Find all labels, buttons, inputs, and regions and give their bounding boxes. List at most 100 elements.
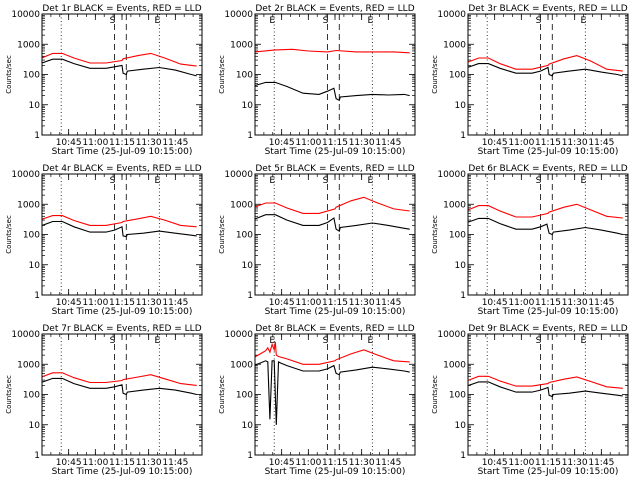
x-axis-label: Start Time (25-Jul-09 10:15:00): [52, 467, 193, 477]
y-axis-label: Counts/sec: [218, 55, 226, 94]
x-tick-label: 10:45: [269, 138, 295, 148]
x-axis-label: Start Time (25-Jul-09 10:15:00): [478, 307, 619, 317]
x-tick-label: 11:45: [375, 458, 401, 468]
series-line-lld: [468, 203, 623, 219]
y-tick-label: 1000: [17, 360, 40, 370]
y-tick-label: 1: [460, 131, 466, 141]
detector-panel-6: Det 6r BLACK = Events, RED = LLD 1 10 100 10…: [431, 164, 629, 317]
marker-label: S: [536, 176, 542, 186]
marker-label: E: [580, 336, 586, 346]
x-tick-label: 11:45: [162, 298, 188, 308]
y-tick-label: 100: [236, 391, 253, 401]
plot-frame: [41, 173, 203, 296]
panel-title: Det 5r BLACK = Events, RED = LLD: [255, 164, 414, 174]
marker-label: S: [536, 336, 542, 346]
detector-panel-9: Det 9r BLACK = Events, RED = LLD 1 10 100 10…: [431, 324, 629, 477]
x-tick-label: 11:00: [508, 138, 534, 148]
y-tick-label: 1000: [230, 40, 253, 50]
plot-frame: [41, 333, 203, 456]
panel-title: Det 3r BLACK = Events, RED = LLD: [468, 4, 627, 14]
marker-label: S: [323, 16, 329, 26]
y-tick-label: 10000: [224, 10, 253, 20]
x-tick-label: 10:45: [269, 458, 295, 468]
x-tick-label: 11:45: [588, 298, 614, 308]
y-tick-label: 100: [449, 71, 466, 81]
y-tick-label: 10000: [437, 10, 466, 20]
series-line-events: [42, 377, 197, 396]
marker-label: S: [110, 16, 116, 26]
x-tick-label: 11:15: [109, 458, 135, 468]
marker-label: E: [154, 336, 160, 346]
series-line-events: [255, 81, 410, 102]
y-tick-label: 100: [23, 231, 40, 241]
y-axis-label: Counts/sec: [218, 375, 226, 414]
panel-title: Det 6r BLACK = Events, RED = LLD: [468, 164, 627, 174]
y-tick-label: 10000: [11, 170, 40, 180]
x-tick-label: 11:30: [562, 298, 588, 308]
y-axis-label: Counts/sec: [431, 55, 439, 94]
y-tick-label: 10000: [11, 10, 40, 20]
y-axis-label: Counts/sec: [5, 55, 13, 94]
x-tick-label: 11:00: [295, 458, 321, 468]
series-line-events: [468, 63, 623, 77]
marker-label: S: [110, 336, 116, 346]
detector-panel-1: Det 1r BLACK = Events, RED = LLD 1 10 100 10…: [5, 4, 203, 157]
y-tick-label: 10: [29, 101, 41, 111]
x-axis-label: Start Time (25-Jul-09 10:15:00): [265, 467, 406, 477]
y-axis-label: Counts/sec: [5, 375, 13, 414]
series-line-events: [42, 220, 197, 238]
x-tick-label: 11:15: [322, 138, 348, 148]
panel-title: Det 4r BLACK = Events, RED = LLD: [42, 164, 201, 174]
series-group: [255, 196, 410, 232]
marker-label: S: [110, 176, 116, 186]
x-tick-label: 11:15: [322, 298, 348, 308]
x-tick-label: 11:15: [109, 298, 135, 308]
x-tick-label: 11:30: [136, 458, 162, 468]
series-group: [255, 341, 410, 425]
detector-panel-2: Det 2r BLACK = Events, RED = LLD 1 10 100 10…: [218, 4, 416, 157]
panel-title: Det 8r BLACK = Events, RED = LLD: [255, 324, 414, 334]
y-tick-label: 1: [34, 451, 40, 461]
marker-label: E: [154, 16, 160, 26]
marker-label: S: [536, 16, 542, 26]
series-group: [468, 375, 623, 398]
y-tick-label: 1: [247, 291, 253, 301]
y-tick-label: 10: [29, 261, 41, 271]
x-tick-label: 10:45: [56, 138, 82, 148]
x-tick-label: 11:30: [562, 458, 588, 468]
y-tick-label: 10000: [224, 330, 253, 340]
detector-panel-4: Det 4r BLACK = Events, RED = LLD 1 10 100 10…: [5, 164, 203, 317]
series-group: [468, 203, 623, 236]
x-tick-label: 11:00: [508, 298, 534, 308]
series-line-lld: [42, 372, 197, 386]
y-axis-label: Counts/sec: [431, 375, 439, 414]
y-tick-label: 10: [29, 421, 41, 431]
y-tick-label: 10: [455, 421, 467, 431]
y-tick-label: 1: [460, 451, 466, 461]
detector-panel-3: Det 3r BLACK = Events, RED = LLD 1 10 100 10…: [431, 4, 629, 157]
y-tick-label: 100: [236, 71, 253, 81]
y-tick-label: 10000: [437, 170, 466, 180]
x-axis-label: Start Time (25-Jul-09 10:15:00): [478, 467, 619, 477]
detector-panel-7: Det 7r BLACK = Events, RED = LLD 1 10 100 10…: [5, 324, 203, 477]
panel-title: Det 7r BLACK = Events, RED = LLD: [42, 324, 201, 334]
x-axis-label: Start Time (25-Jul-09 10:15:00): [52, 147, 193, 157]
x-tick-label: 11:30: [349, 458, 375, 468]
plot-frame: [254, 333, 416, 456]
x-tick-label: 11:00: [82, 138, 108, 148]
x-tick-label: 11:45: [375, 138, 401, 148]
series-line-events: [468, 381, 623, 398]
series-line-lld: [468, 375, 623, 389]
y-tick-label: 10000: [437, 330, 466, 340]
y-tick-label: 1000: [443, 360, 466, 370]
detector-panel-8: Det 8r BLACK = Events, RED = LLD 1 10 100 10…: [218, 324, 416, 477]
x-tick-label: 11:15: [535, 298, 561, 308]
detector-panel-5: Det 5r BLACK = Events, RED = LLD 1 10 100 10…: [218, 164, 416, 317]
series-group: [42, 372, 197, 396]
marker-label: S: [323, 336, 329, 346]
plot-frame: [467, 13, 629, 136]
series-group: [468, 55, 623, 77]
x-tick-label: 11:30: [136, 298, 162, 308]
y-tick-label: 10000: [224, 170, 253, 180]
